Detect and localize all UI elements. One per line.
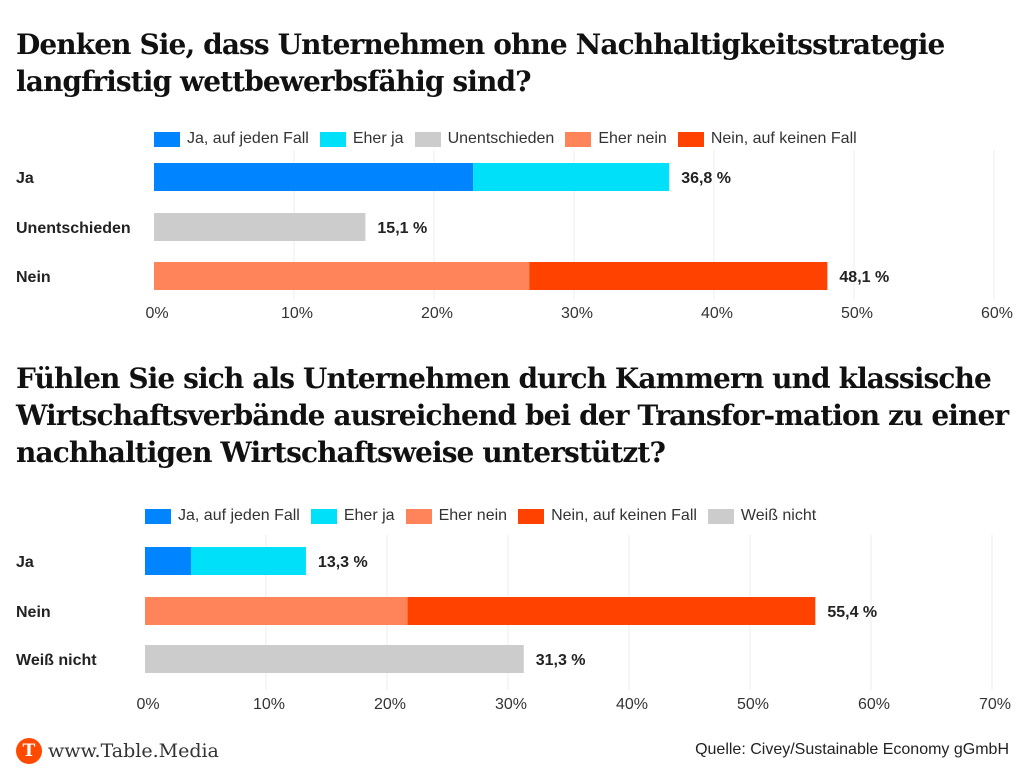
data-label: 15,1 %: [377, 220, 427, 237]
data-label: 31,3 %: [536, 652, 586, 669]
legend-label: Nein, auf keinen Fall: [551, 507, 697, 524]
chart-2-plot: 0% 10% 20% 30% 40% 50% 60% 70% Ja 13,3 % Nein 55,4 …: [16, 535, 1011, 713]
x-tick-label: 30%: [495, 696, 527, 713]
bar-segment: [154, 213, 366, 241]
legend-swatch: [154, 131, 180, 147]
bar-segment: [154, 163, 474, 191]
table-media-logo-icon: T: [16, 738, 42, 764]
bar-segment: [473, 163, 670, 191]
x-tick-label: 70%: [979, 696, 1011, 713]
x-tick-label: 30%: [561, 305, 593, 322]
x-tick-label: 0%: [145, 305, 168, 322]
chart-2-legend: Ja, auf jeden Fall Eher ja Eher nein Nein, …: [145, 506, 827, 526]
legend-item: Nein, auf keinen Fall: [677, 130, 857, 148]
legend-swatch: [707, 508, 734, 524]
legend-item: Eher ja: [310, 507, 395, 525]
footer-logo[interactable]: T www.Table.Media: [16, 738, 219, 764]
x-tick-label: 20%: [421, 305, 453, 322]
legend-label: Weiß nicht: [740, 507, 817, 524]
legend-item: Unentschieden: [414, 130, 555, 148]
category-label: Nein: [16, 269, 51, 286]
legend-item: Ja, auf jeden Fall: [154, 130, 309, 148]
legend-swatch: [414, 131, 441, 147]
data-label: 36,8 %: [681, 170, 731, 187]
category-label: Nein: [16, 604, 51, 621]
bar-segment: [145, 645, 524, 673]
bar-segment: [529, 262, 828, 290]
site-url: www.Table.Media: [48, 740, 219, 762]
x-tick-label: 50%: [737, 696, 769, 713]
x-tick-label: 10%: [281, 305, 313, 322]
legend-item: Eher ja: [319, 130, 404, 148]
bar-segment: [145, 547, 191, 575]
x-tick-label: 0%: [136, 696, 159, 713]
legend-label: Ja, auf jeden Fall: [187, 130, 309, 147]
legend-item: Nein, auf keinen Fall: [518, 507, 697, 525]
data-label: 48,1 %: [839, 269, 889, 286]
legend-swatch: [145, 508, 171, 524]
legend-swatch: [518, 508, 545, 524]
x-tick-label: 10%: [253, 696, 285, 713]
legend-swatch: [677, 131, 704, 147]
legend-swatch: [405, 508, 432, 524]
x-tick-label: 60%: [858, 696, 890, 713]
category-label: Unentschieden: [16, 220, 131, 237]
data-label: 55,4 %: [827, 604, 877, 621]
legend-item: Ja, auf jeden Fall: [145, 507, 300, 525]
legend-item: Eher nein: [565, 130, 667, 148]
chart-2-title: Fühlen Sie sich als Unternehmen durch Ka…: [16, 362, 1009, 469]
legend-label: Unentschieden: [447, 130, 555, 147]
bar-segment: [145, 597, 408, 625]
x-tick-label: 40%: [616, 696, 648, 713]
source-note: Quelle: Civey/Sustainable Economy gGmbH: [695, 741, 1009, 758]
x-tick-label: 50%: [841, 305, 873, 322]
chart-1-title: Denken Sie, dass Unternehmen ohne Nachha…: [16, 28, 945, 98]
legend-swatch: [310, 508, 337, 524]
legend-label: Eher ja: [352, 130, 404, 147]
x-tick-label: 40%: [701, 305, 733, 322]
bar-segment: [190, 547, 306, 575]
legend-label: Eher ja: [343, 507, 395, 524]
legend-swatch: [565, 131, 592, 147]
category-label: Ja: [16, 554, 34, 571]
x-tick-label: 20%: [374, 696, 406, 713]
legend-label: Ja, auf jeden Fall: [178, 507, 300, 524]
legend-label: Eher nein: [598, 130, 667, 147]
legend-swatch: [319, 131, 346, 147]
bar-segment: [407, 597, 816, 625]
legend-item: Weiß nicht: [707, 507, 817, 525]
chart-1-legend: Ja, auf jeden Fall Eher ja Unentschieden Eh…: [154, 129, 868, 149]
category-label: Ja: [16, 170, 34, 187]
category-label: Weiß nicht: [16, 652, 97, 669]
legend-label: Eher nein: [438, 507, 508, 524]
x-tick-label: 60%: [981, 305, 1013, 322]
chart-1-plot: 0% 10% 20% 30% 40% 50% 60% Ja 36,8 % Unentschiede…: [16, 150, 1013, 322]
legend-label: Nein, auf keinen Fall: [710, 130, 857, 147]
bar-segment: [154, 262, 530, 290]
legend-item: Eher nein: [405, 507, 508, 525]
data-label: 13,3 %: [318, 554, 368, 571]
